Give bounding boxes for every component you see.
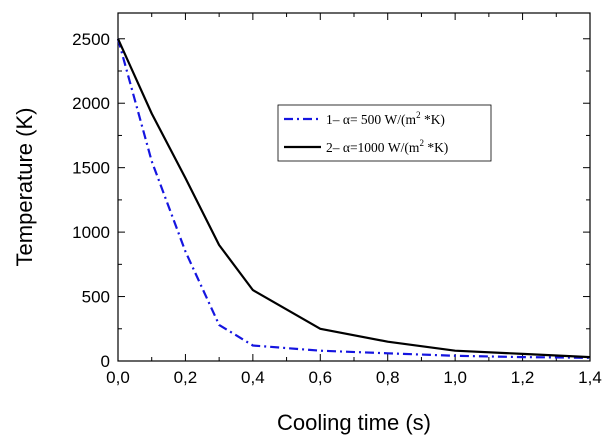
series-lines bbox=[116, 38, 591, 359]
y-tick-label: 0 bbox=[101, 352, 110, 371]
x-tick-label: 1,0 bbox=[443, 368, 467, 387]
x-tick-label: 1,4 bbox=[578, 368, 602, 387]
y-axis-title: Temperature (K) bbox=[12, 108, 37, 267]
series-line-2 bbox=[116, 38, 591, 359]
legend-label-series-1: 1– α= 500 W/(m2 *K) bbox=[326, 110, 445, 127]
series-line-1 bbox=[116, 38, 591, 359]
legend: 1– α= 500 W/(m2 *K) 2– α=1000 W/(m2 *K) bbox=[277, 104, 492, 162]
y-tick-label: 500 bbox=[82, 288, 110, 307]
legend-box bbox=[277, 104, 492, 162]
x-axis-title: Cooling time (s) bbox=[277, 410, 431, 435]
x-tick-label: 0,0 bbox=[106, 368, 130, 387]
y-tick-label: 1500 bbox=[72, 159, 110, 178]
x-tick-label: 1,2 bbox=[511, 368, 535, 387]
y-tick-label: 1000 bbox=[72, 223, 110, 242]
x-tick-label: 0,2 bbox=[174, 368, 198, 387]
x-tick-label: 0,6 bbox=[308, 368, 332, 387]
y-tick-label: 2500 bbox=[72, 30, 110, 49]
x-tick-label: 0,4 bbox=[241, 368, 265, 387]
x-tick-label: 0,8 bbox=[376, 368, 400, 387]
axis-ticks: 0,0 0,2 0,4 0,6 0,8 1,0 1,2 1,4 0 500 1000 1500 2000… bbox=[72, 13, 602, 387]
y-tick-label: 2000 bbox=[72, 94, 110, 113]
legend-label-series-2: 2– α=1000 W/(m2 *K) bbox=[326, 138, 448, 155]
